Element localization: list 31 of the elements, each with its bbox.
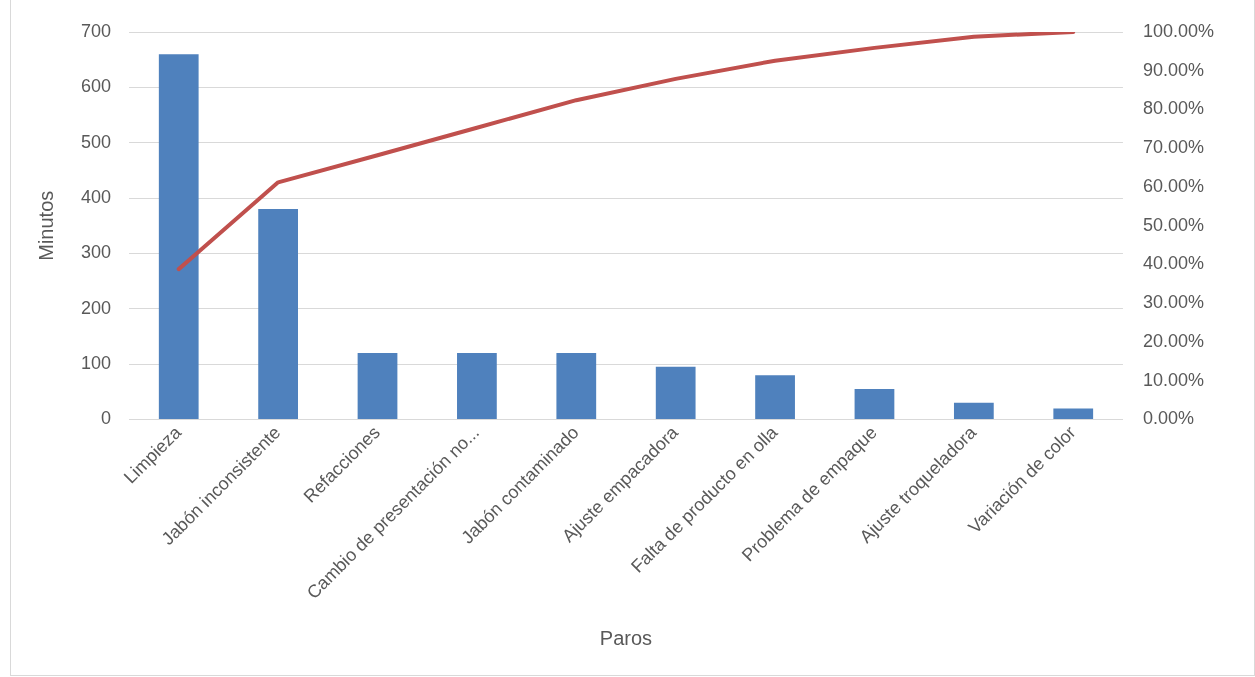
y2-tick-label: 90.00%: [1142, 59, 1204, 80]
y-tick-label: 100: [80, 353, 112, 374]
y2-tick-label: 50.00%: [1142, 214, 1204, 235]
x-axis-title: Paros: [599, 626, 653, 649]
bar: [357, 353, 398, 419]
bar: [655, 366, 696, 419]
y-tick-label: 300: [80, 242, 112, 263]
bar: [556, 353, 597, 419]
y2-tick-label: 100.00%: [1142, 20, 1214, 41]
y-tick-label: 0: [101, 408, 112, 429]
bar: [258, 209, 298, 419]
y2-tick-label: 70.00%: [1142, 137, 1204, 158]
y-tick-label: 700: [80, 20, 112, 41]
bar: [1053, 408, 1094, 419]
bar: [953, 402, 994, 419]
y2-tick-label: 60.00%: [1142, 175, 1204, 196]
y-tick-label: 500: [80, 131, 112, 152]
bar: [854, 389, 895, 419]
bar: [457, 353, 497, 419]
y-tick-label: 600: [80, 76, 112, 97]
bar: [158, 54, 199, 419]
y2-tick-label: 30.00%: [1142, 292, 1204, 313]
y2-tick-label: 80.00%: [1142, 98, 1204, 119]
y2-tick-label: 20.00%: [1142, 330, 1204, 351]
y2-tick-label: 40.00%: [1142, 253, 1204, 274]
y2-tick-label: 0.00%: [1142, 408, 1194, 429]
y-tick-label: 400: [80, 187, 112, 208]
y-tick-label: 200: [80, 297, 112, 318]
y2-tick-label: 10.00%: [1142, 369, 1204, 390]
bar: [755, 375, 795, 419]
y-axis-title: Minutos: [34, 190, 57, 261]
